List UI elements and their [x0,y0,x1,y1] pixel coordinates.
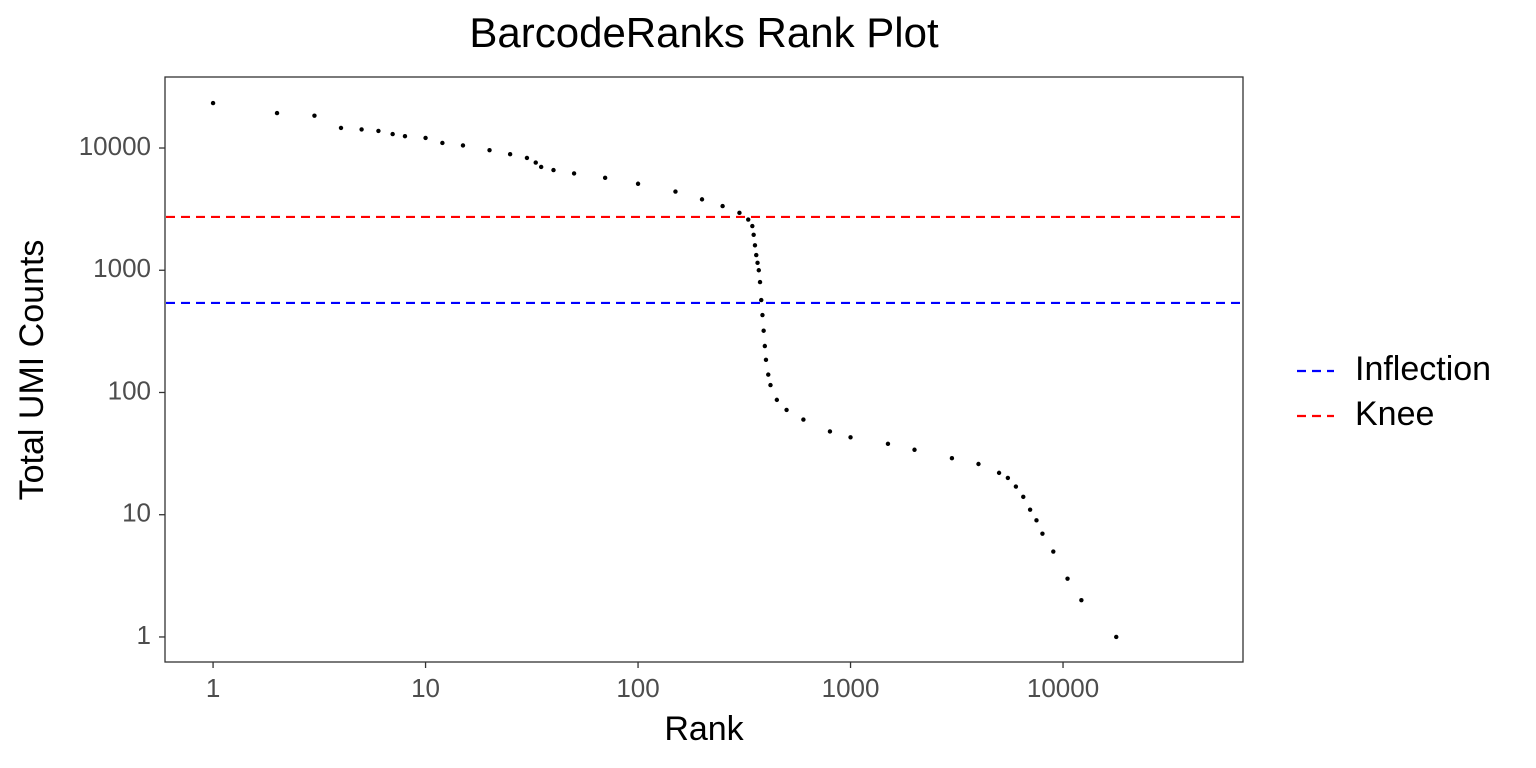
point [760,312,765,318]
point [440,140,445,146]
point [750,223,755,229]
point [827,429,833,434]
point [1034,518,1039,523]
point [768,382,773,388]
point [757,279,763,285]
legend-label: Knee [1355,395,1434,433]
point [423,135,428,141]
point [761,328,766,333]
point [1114,634,1119,640]
point [737,210,742,216]
y-tick-label: 10 [122,498,151,528]
legend-label: Inflection [1355,350,1491,388]
point [784,407,789,413]
x-tick-label: 1000 [822,673,880,703]
point [602,175,608,181]
point [460,143,466,148]
point [524,155,530,161]
point [338,125,344,131]
y-tick-label: 1000 [93,253,151,283]
y-tick-label: 100 [108,375,151,405]
point [1005,475,1011,481]
point [551,167,556,173]
point [912,447,917,452]
x-tick-label: 10 [411,673,440,703]
point [507,151,513,157]
point [1065,576,1070,581]
point [755,260,760,266]
point [533,160,538,165]
point [359,127,364,132]
x-tick-label: 100 [616,673,659,703]
y-axis-title: Total UMI Counts [13,240,51,501]
point [752,243,758,248]
point [635,181,641,186]
point [1027,507,1033,512]
point [673,189,678,194]
point [756,268,761,273]
point [885,441,891,447]
point [274,110,280,116]
point [720,203,725,209]
point [766,372,771,377]
point [762,343,768,349]
point [763,357,769,363]
point [1021,494,1026,500]
chart-title: BarcodeRanks Rank Plot [469,9,939,56]
point [571,171,577,176]
point [390,131,395,137]
y-tick-label: 1 [137,620,151,650]
point [996,470,1002,476]
point [1051,549,1056,554]
point [801,417,806,422]
point [751,232,756,237]
point [1079,597,1084,603]
point [754,252,759,258]
point [1013,484,1019,489]
x-axis-title: Rank [664,710,744,748]
plot-border [164,76,1244,663]
point [774,397,780,403]
y-tick-label: 10000 [79,131,151,161]
point [402,133,408,139]
point [759,297,764,303]
x-tick-label: 10000 [1027,673,1099,703]
point [976,461,981,467]
point [1040,531,1045,536]
point [538,164,544,170]
point [312,113,317,118]
point [210,100,216,106]
x-tick-label: 1 [206,673,220,703]
point [487,147,492,153]
point [949,456,955,461]
point [848,435,853,440]
point [746,217,751,222]
point [376,128,381,134]
point [699,197,705,202]
